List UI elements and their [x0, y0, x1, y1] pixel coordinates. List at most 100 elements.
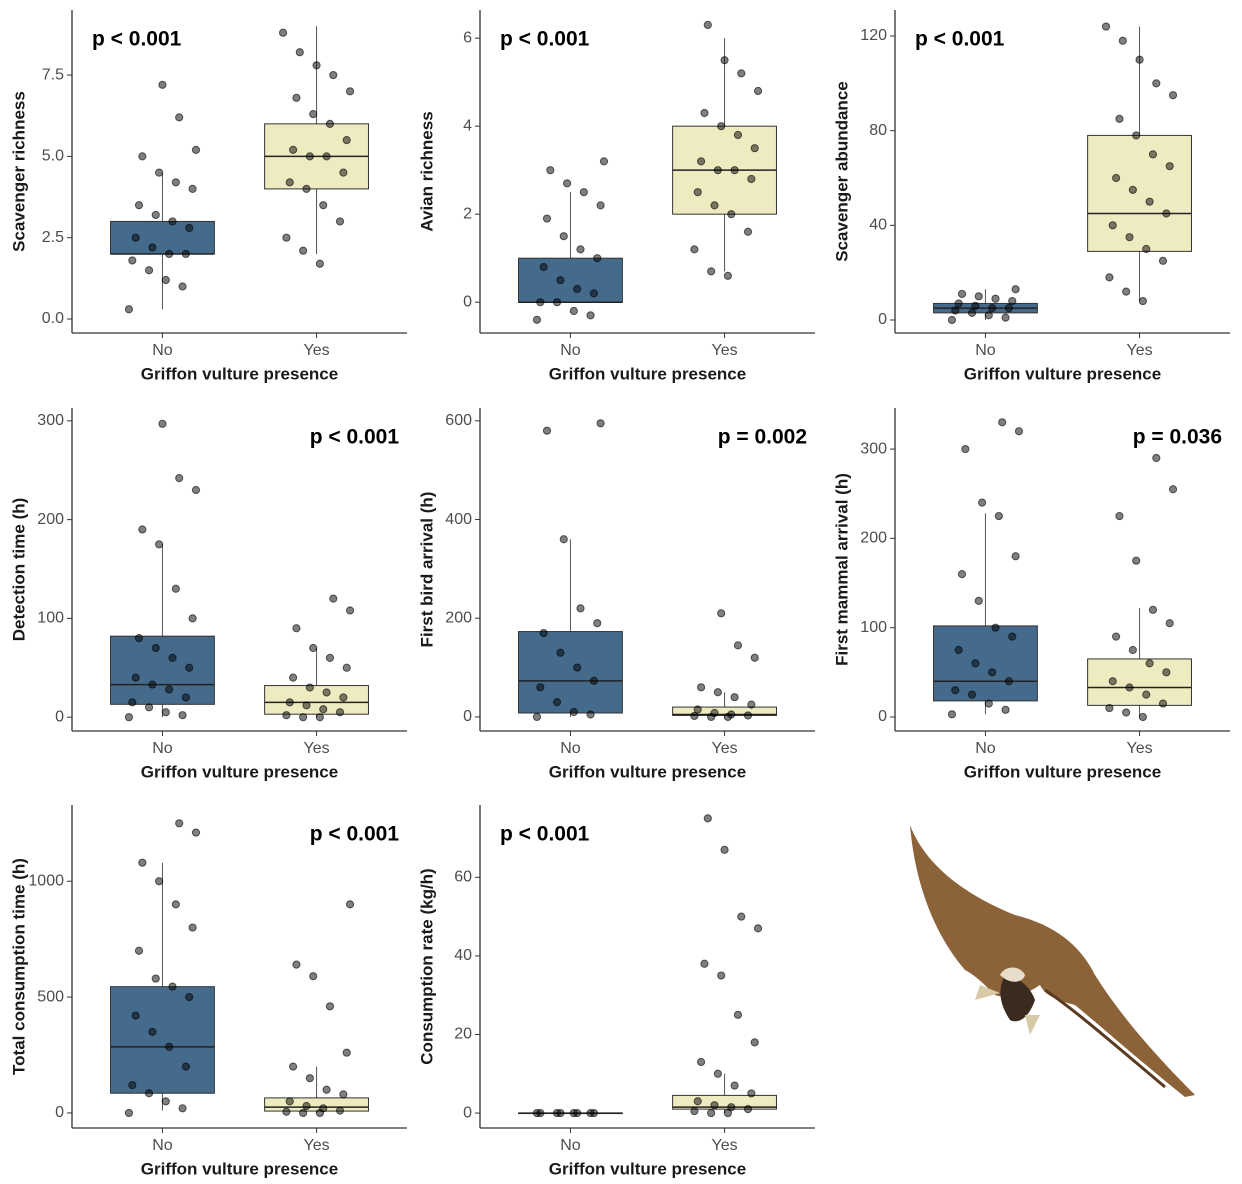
data-point [283, 234, 290, 241]
data-point [731, 694, 738, 701]
y-axis-label: First mammal arrival (h) [832, 473, 851, 666]
page: {"chart_data": [ {"type": "box", "ylabel… [0, 0, 1242, 1184]
data-point [962, 445, 969, 452]
x-tick-label: No [975, 342, 996, 359]
data-point [306, 684, 313, 691]
y-tick-label: 7.5 [42, 66, 64, 83]
y-tick-label: 0 [463, 1104, 472, 1121]
y-tick-label: 200 [860, 530, 887, 547]
data-point [751, 654, 758, 661]
y-tick-label: 100 [860, 619, 887, 636]
y-tick-label: 2.5 [42, 229, 64, 246]
data-point [340, 169, 347, 176]
data-point [597, 202, 604, 209]
data-point [597, 420, 604, 427]
data-point [310, 110, 317, 117]
data-point [701, 960, 708, 967]
box [1088, 135, 1192, 251]
box [519, 258, 623, 302]
data-point [166, 686, 173, 693]
data-point [192, 829, 199, 836]
data-point [574, 664, 581, 671]
data-point [744, 228, 751, 235]
data-point [346, 901, 353, 908]
data-point [751, 145, 758, 152]
data-point [972, 660, 979, 667]
data-point [718, 972, 725, 979]
data-point [590, 290, 597, 297]
data-point [992, 624, 999, 631]
data-point [283, 1108, 290, 1115]
data-point [303, 185, 310, 192]
data-point [1012, 553, 1019, 560]
data-point [293, 94, 300, 101]
data-point [734, 1011, 741, 1018]
data-point [293, 961, 300, 968]
data-point [1149, 606, 1156, 613]
data-point [159, 81, 166, 88]
y-tick-label: 60 [454, 869, 472, 886]
data-point [590, 1109, 597, 1116]
data-point [1106, 274, 1113, 281]
data-point [192, 486, 199, 493]
data-point [557, 277, 564, 284]
data-point [979, 499, 986, 506]
data-point [1146, 198, 1153, 205]
data-point [179, 1105, 186, 1112]
data-point [162, 709, 169, 716]
data-point [708, 1109, 715, 1116]
data-point [149, 681, 156, 688]
data-point [286, 699, 293, 706]
data-point [306, 153, 313, 160]
data-point [336, 1107, 343, 1114]
data-point [748, 175, 755, 182]
data-point [303, 1102, 310, 1109]
data-point [326, 120, 333, 127]
data-point [189, 615, 196, 622]
x-axis-label: Griffon vulture presence [141, 762, 338, 781]
data-point [152, 644, 159, 651]
y-tick-label: 1000 [28, 872, 64, 889]
y-tick-label: 20 [454, 1026, 472, 1043]
data-point [590, 677, 597, 684]
x-tick-label: Yes [303, 1137, 329, 1154]
y-tick-label: 120 [860, 27, 887, 44]
data-point [744, 1106, 751, 1113]
x-tick-label: Yes [711, 342, 737, 359]
data-point [1113, 633, 1120, 640]
data-point [296, 49, 303, 56]
data-point [594, 255, 601, 262]
data-point [135, 947, 142, 954]
x-tick-label: No [560, 342, 581, 359]
data-point [290, 146, 297, 153]
box [265, 1098, 369, 1111]
data-point [543, 427, 550, 434]
data-point [748, 701, 755, 708]
data-point [989, 305, 996, 312]
data-point [543, 215, 550, 222]
data-point [135, 635, 142, 642]
data-point [336, 218, 343, 225]
data-point [326, 654, 333, 661]
data-point [1136, 56, 1143, 63]
data-point [537, 1109, 544, 1116]
data-point [125, 714, 132, 721]
p-value-annotation: p < 0.001 [310, 823, 400, 846]
x-tick-label: Yes [303, 342, 329, 359]
data-point [145, 1090, 152, 1097]
data-point [182, 250, 189, 257]
data-point [129, 257, 136, 264]
data-point [152, 975, 159, 982]
figure: 0.02.55.07.5NoYesGriffon vulture presenc… [0, 0, 1242, 1179]
y-tick-label: 400 [445, 511, 472, 528]
y-tick-label: 0 [55, 1104, 64, 1121]
y-tick-label: 2 [463, 205, 472, 222]
data-point [744, 712, 751, 719]
data-point [1139, 713, 1146, 720]
data-point [125, 306, 132, 313]
data-point [279, 29, 286, 36]
data-point [156, 878, 163, 885]
data-point [343, 664, 350, 671]
data-point [1166, 163, 1173, 170]
x-axis-label: Griffon vulture presence [549, 1159, 746, 1178]
